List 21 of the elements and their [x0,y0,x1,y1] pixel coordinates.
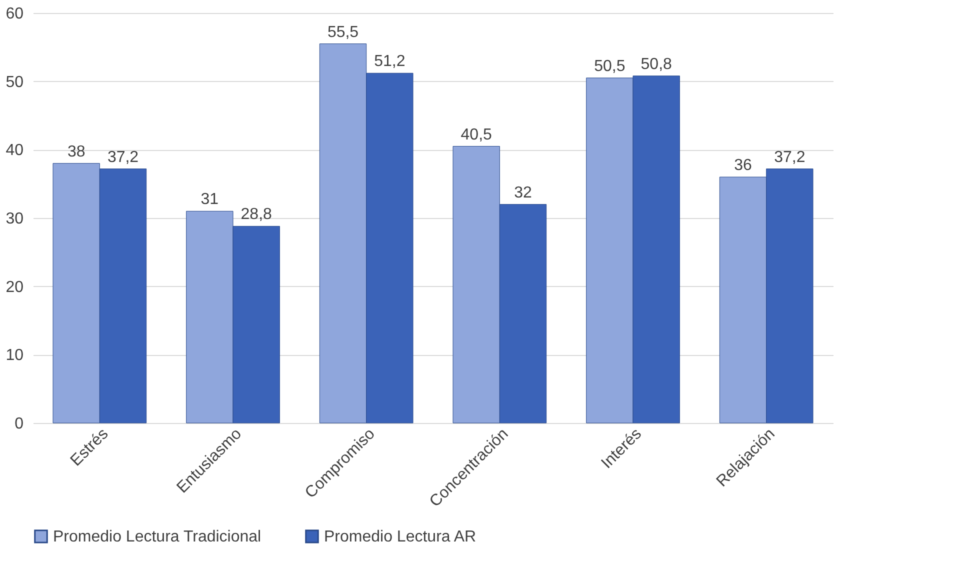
legend-label: Promedio Lectura AR [324,528,476,546]
data-label: 50,8 [640,56,672,73]
data-label: 50,5 [594,58,626,75]
data-label: 31 [200,191,219,208]
y-tick-label: 20 [6,278,24,296]
data-label: 40,5 [460,126,492,144]
data-label: 51,2 [374,53,406,70]
data-label: 36 [734,157,752,174]
y-tick-label: 0 [14,416,24,432]
y-tick-label: 40 [6,142,24,160]
data-label: 28,8 [240,206,272,224]
legend-label: Promedio Lectura Tradicional [53,528,262,546]
data-label: 55,5 [327,24,359,41]
y-tick-label: 10 [6,347,24,364]
y-tick-label: 30 [6,210,24,228]
data-label: 37,2 [107,148,139,166]
y-tick-label: 50 [6,74,24,91]
data-label: 32 [514,184,532,202]
data-label: 38 [67,143,86,160]
y-tick-label: 60 [6,6,24,22]
data-label: 37,2 [774,148,806,166]
